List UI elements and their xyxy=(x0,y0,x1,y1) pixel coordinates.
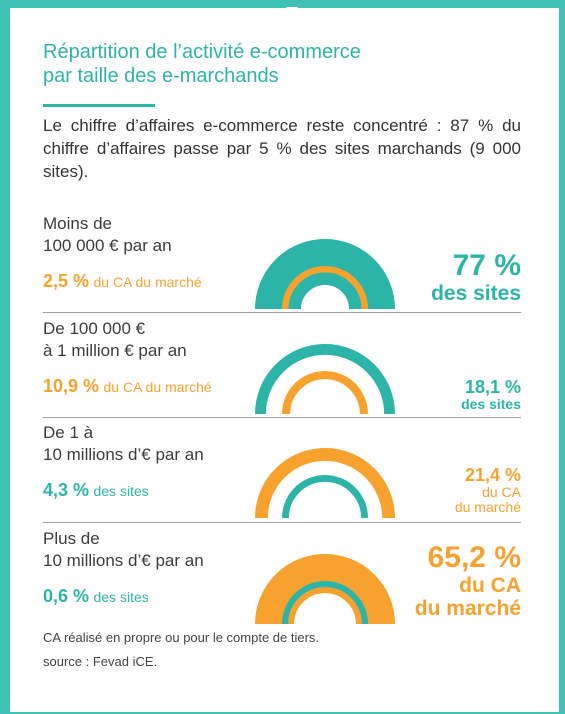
page-title: Répartition de l’activité e-commerce par… xyxy=(43,40,443,88)
category-label-line: Plus de xyxy=(43,529,100,548)
chart-row: De 100 000 € à 1 million € par an 10,9 % d… xyxy=(43,318,521,418)
category-label: Moins de 100 000 € par an xyxy=(43,213,172,257)
card-notch xyxy=(286,7,298,13)
left-unit: des sites xyxy=(93,483,149,499)
right-data-label: 21,4 % du CA du marché xyxy=(455,466,521,516)
category-label: De 1 à 10 millions d’€ par an xyxy=(43,422,204,466)
intro-text: Le chiffre d’affaires e-commerce reste c… xyxy=(43,116,521,181)
right-data-label: 18,1 % des sites xyxy=(461,378,521,412)
category-label-line: 10 millions d’€ par an xyxy=(43,551,204,570)
right-value: 65,2 % xyxy=(427,541,521,574)
ca-share-arc xyxy=(282,266,368,310)
left-value: 4,3 % xyxy=(43,480,90,500)
category-label-line: Moins de xyxy=(43,214,112,233)
right-unit: des sites xyxy=(431,281,521,305)
left-value: 10,9 % xyxy=(43,376,100,396)
row-separator xyxy=(43,522,521,523)
left-unit: du CA du marché xyxy=(103,379,212,395)
category-label-line: De 100 000 € xyxy=(43,319,146,338)
category-label-line: De 1 à xyxy=(43,423,94,442)
chart-row: Plus de 10 millions d’€ par an 0,6 % des s… xyxy=(43,528,521,628)
left-data-label: 0,6 % des sites xyxy=(43,586,149,607)
footnote-line: CA réalisé en propre ou pour le compte d… xyxy=(43,630,320,645)
category-label-line: à 1 million € par an xyxy=(43,341,187,360)
left-unit: du CA du marché xyxy=(93,274,202,290)
semicircle-chart xyxy=(255,344,395,415)
category-label: De 100 000 € à 1 million € par an xyxy=(43,318,187,362)
chart-row: Moins de 100 000 € par an 2,5 % du CA du m… xyxy=(43,213,521,313)
left-value: 2,5 % xyxy=(43,271,90,291)
right-unit: des sites xyxy=(461,395,521,412)
source-line: source : Fevad iCE. xyxy=(43,654,158,669)
left-data-label: 4,3 % des sites xyxy=(43,480,149,501)
ca-share-arc xyxy=(282,371,368,415)
right-value: 77 % xyxy=(452,249,521,282)
left-data-label: 10,9 % du CA du marché xyxy=(43,376,212,397)
left-data-label: 2,5 % du CA du marché xyxy=(43,271,202,292)
right-unit: du marché xyxy=(454,499,521,516)
infographic-card: Répartition de l’activité e-commerce par… xyxy=(10,7,559,712)
category-label-line: 100 000 € par an xyxy=(43,236,172,255)
right-value: 21,4 % xyxy=(464,465,521,485)
ca-share-arc xyxy=(255,448,395,519)
footnote: CA réalisé en propre ou pour le compte d… xyxy=(43,626,319,674)
right-unit: du CA xyxy=(482,483,521,500)
category-label-line: 10 millions d’€ par an xyxy=(43,445,204,464)
ca-share-arc xyxy=(255,554,395,626)
left-unit: des sites xyxy=(93,589,149,605)
title-line-1: Répartition de l’activité e-commerce xyxy=(43,41,361,63)
sites-share-arc xyxy=(255,239,395,311)
right-data-label: 65,2 % du CA du marché xyxy=(415,542,521,620)
title-line-2: par taille des e-marchands xyxy=(43,65,279,87)
right-unit: du CA xyxy=(459,573,521,597)
row-separator xyxy=(43,417,521,418)
sites-share-arc xyxy=(255,344,395,415)
right-value: 18,1 % xyxy=(464,377,521,397)
semicircle-chart xyxy=(255,448,395,519)
row-separator xyxy=(43,312,521,313)
sites-share-arc xyxy=(282,581,368,625)
sites-share-arc xyxy=(282,475,368,519)
right-data-label: 77 % des sites xyxy=(431,250,521,305)
chart-row: De 1 à 10 millions d’€ par an 4,3 % des si… xyxy=(43,422,521,522)
title-underline xyxy=(43,104,155,107)
semicircle-chart xyxy=(255,239,395,311)
left-value: 0,6 % xyxy=(43,586,90,606)
semicircle-chart xyxy=(255,554,395,626)
right-unit: du marché xyxy=(414,596,521,620)
category-label: Plus de 10 millions d’€ par an xyxy=(43,528,204,572)
